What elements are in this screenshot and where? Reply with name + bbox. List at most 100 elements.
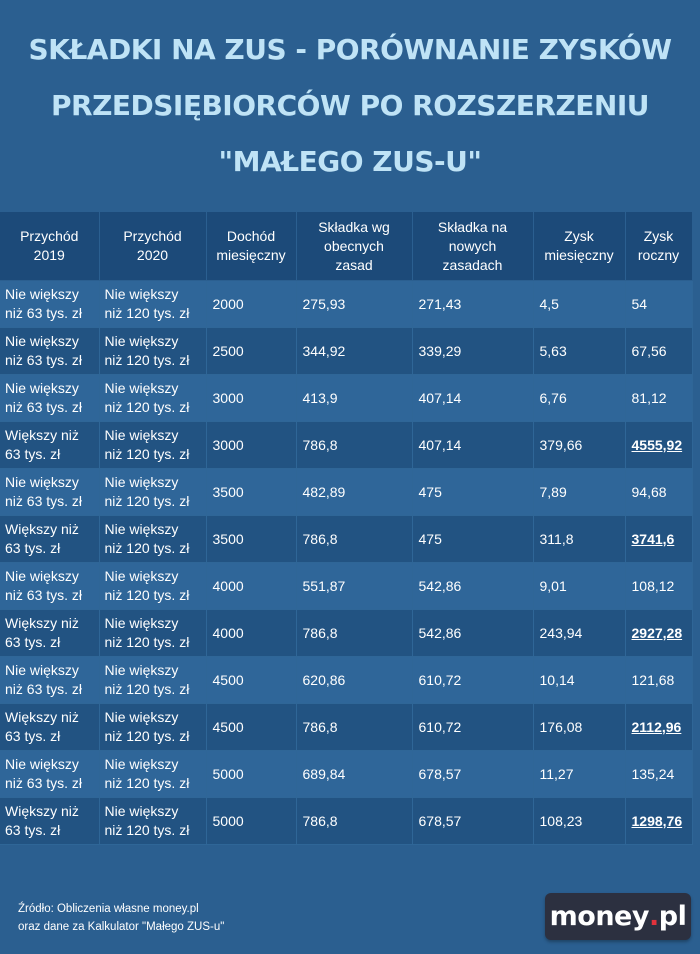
header-text-line: miesięczny (216, 247, 286, 263)
cell-text-line: niż 120 tys. zł (104, 775, 190, 791)
cell-obecna: 344,92 (296, 327, 413, 375)
cell-roczny: 67,56 (625, 327, 693, 375)
cell-obecna: 689,84 (296, 750, 413, 798)
cell-p2020: Nie większy niż 120 tys. zł (99, 421, 207, 469)
comparison-table: Przychód 2019 Przychód 2020 Dochód miesięczny… (0, 212, 693, 845)
cell-text-line: niż 63 tys. zł (5, 399, 83, 415)
table-row: Większy niż 63 tys. zł Nie większy niż 120 … (0, 421, 693, 469)
cell-dochod: 3000 (206, 374, 297, 422)
cell-nowa: 475 (412, 468, 534, 516)
cell-obecna: 620,86 (296, 656, 413, 704)
header-text-line: zasad (335, 256, 373, 273)
table-body: Nie większy niż 63 tys. zł Nie większy niż … (0, 280, 693, 845)
cell-text-line: Nie większy (104, 380, 179, 396)
header-zysk-roczny: Zysk roczny (625, 212, 693, 281)
cell-dochod: 3500 (206, 468, 297, 516)
cell-nowa: 271,43 (412, 280, 534, 328)
cell-mies: 108,23 (533, 797, 626, 845)
cell-roczny: 54 (625, 280, 693, 328)
cell-text-line: niż 63 tys. zł (5, 681, 83, 697)
cell-obecna: 786,8 (296, 797, 413, 845)
cell-text-line: Większy niż (5, 803, 79, 819)
header-text-line: obecnych (324, 237, 384, 254)
cell-text-line: Nie większy (104, 568, 179, 584)
header-skladka-nowa: Składka na nowych zasadach (412, 212, 534, 281)
cell-text-line: Większy niż (5, 521, 79, 537)
cell-text-line: niż 120 tys. zł (104, 587, 190, 603)
cell-text-line: Nie większy (104, 756, 179, 772)
table-row: Nie większy niż 63 tys. zł Nie większy niż … (0, 750, 693, 798)
cell-text-line: niż 120 tys. zł (104, 446, 190, 462)
cell-nowa: 339,29 (412, 327, 534, 375)
cell-dochod: 4000 (206, 562, 297, 610)
cell-text-line: niż 63 tys. zł (5, 493, 83, 509)
table-row: Nie większy niż 63 tys. zł Nie większy niż … (0, 562, 693, 610)
source-line-1: Źródło: Obliczenia własne money.pl (18, 903, 199, 915)
cell-text-line: Nie większy (5, 286, 79, 302)
cell-p2020: Nie większy niż 120 tys. zł (99, 374, 207, 422)
header-text-line: roczny (637, 247, 680, 263)
cell-text-line: niż 120 tys. zł (104, 493, 190, 509)
table-row: Większy niż 63 tys. zł Nie większy niż 120 … (0, 703, 693, 751)
cell-text-line: Nie większy (104, 286, 179, 302)
cell-text-line: Większy niż (5, 427, 79, 443)
header-text-line: Składka na (437, 218, 508, 235)
cell-text-line: Nie większy (5, 474, 79, 490)
cell-mies: 7,89 (533, 468, 626, 516)
cell-text-line: 63 tys. zł (5, 634, 61, 650)
cell-text-line: niż 63 tys. zł (5, 775, 83, 791)
cell-dochod: 2000 (206, 280, 297, 328)
table-row: Nie większy niż 63 tys. zł Nie większy niż … (0, 327, 693, 375)
header-text-line: Zysk (643, 228, 674, 244)
header-text-line: 2019 (33, 247, 65, 263)
cell-obecna: 786,8 (296, 703, 413, 751)
cell-mies: 379,66 (533, 421, 626, 469)
header-text-line: Dochód (226, 228, 276, 244)
cell-text-line: niż 63 tys. zł (5, 587, 83, 603)
cell-nowa: 407,14 (412, 374, 534, 422)
table-row: Nie większy niż 63 tys. zł Nie większy niż … (0, 468, 693, 516)
cell-p2019: Nie większy niż 63 tys. zł (0, 562, 100, 610)
cell-roczny: 135,24 (625, 750, 693, 798)
cell-text-line: Nie większy (5, 662, 79, 678)
cell-text-line: Większy niż (5, 709, 79, 725)
header-text-line: Zysk (564, 228, 594, 244)
cell-text-line: niż 120 tys. zł (104, 352, 190, 368)
cell-text-line: niż 120 tys. zł (104, 305, 190, 321)
table-row: Większy niż 63 tys. zł Nie większy niż 120 … (0, 797, 693, 845)
cell-roczny: 121,68 (625, 656, 693, 704)
cell-p2020: Nie większy niż 120 tys. zł (99, 703, 207, 751)
cell-nowa: 407,14 (412, 421, 534, 469)
cell-text-line: Nie większy (5, 380, 79, 396)
cell-dochod: 4500 (206, 656, 297, 704)
table-row: Nie większy niż 63 tys. zł Nie większy niż … (0, 280, 693, 328)
header-dochod-miesieczny: Dochód miesięczny (206, 212, 297, 281)
source-note: Źródło: Obliczenia własne money.pl oraz … (18, 900, 224, 936)
cell-nowa: 610,72 (412, 656, 534, 704)
cell-mies: 10,14 (533, 656, 626, 704)
cell-p2020: Nie większy niż 120 tys. zł (99, 468, 207, 516)
cell-roczny: 1298,76 (625, 797, 693, 845)
cell-mies: 11,27 (533, 750, 626, 798)
header-text-line: 2020 (136, 247, 169, 263)
cell-dochod: 5000 (206, 797, 297, 845)
cell-p2020: Nie większy niż 120 tys. zł (99, 562, 207, 610)
cell-obecna: 482,89 (296, 468, 413, 516)
cell-mies: 4,5 (533, 280, 626, 328)
cell-mies: 176,08 (533, 703, 626, 751)
cell-text-line: Nie większy (104, 709, 179, 725)
cell-text-line: 63 tys. zł (5, 822, 61, 838)
cell-text-line: niż 63 tys. zł (5, 305, 83, 321)
cell-p2019: Większy niż 63 tys. zł (0, 515, 100, 563)
table-header-row: Przychód 2019 Przychód 2020 Dochód miesięczny… (0, 212, 693, 281)
title-line-2: PRZEDSIĘBIORCÓW PO ROZSZERZENIU (51, 89, 649, 122)
cell-dochod: 5000 (206, 750, 297, 798)
cell-text-line: niż 120 tys. zł (104, 399, 190, 415)
page-title: SKŁADKI NA ZUS - PORÓWNANIE ZYSKÓW PRZED… (0, 22, 700, 190)
cell-text-line: niż 120 tys. zł (104, 540, 190, 556)
header-text-line: Składka wg (318, 218, 390, 235)
cell-text-line: Nie większy (104, 803, 179, 819)
cell-p2020: Nie większy niż 120 tys. zł (99, 656, 207, 704)
cell-dochod: 3500 (206, 515, 297, 563)
cell-nowa: 678,57 (412, 750, 534, 798)
